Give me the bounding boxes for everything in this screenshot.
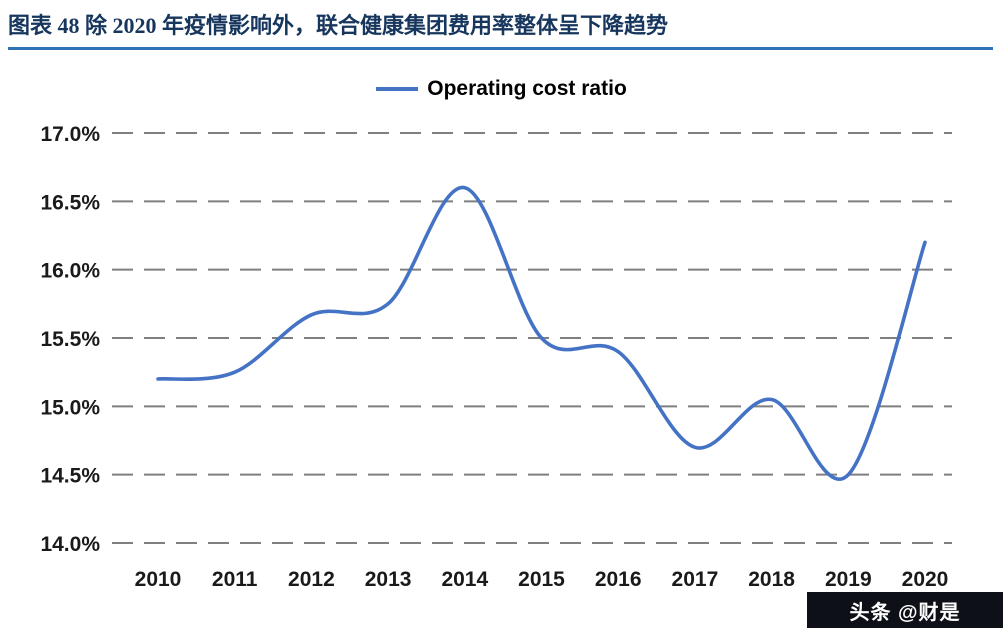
watermark-badge: 头条 @财是 bbox=[807, 592, 1003, 628]
x-axis-label: 2015 bbox=[518, 568, 565, 591]
x-axis-label: 2013 bbox=[365, 568, 412, 591]
title-underline bbox=[8, 47, 993, 50]
chart-legend: Operating cost ratio bbox=[0, 76, 1003, 102]
x-axis-label: 2012 bbox=[288, 568, 335, 591]
y-axis-label: 15.0% bbox=[40, 396, 100, 419]
legend-line-swatch bbox=[376, 87, 419, 91]
y-axis-label: 16.0% bbox=[40, 260, 100, 283]
x-axis-label: 2016 bbox=[595, 568, 642, 591]
y-axis-label: 16.5% bbox=[40, 191, 100, 214]
series-line-operating-cost-ratio bbox=[156, 185, 927, 481]
y-axis-label: 14.5% bbox=[40, 465, 100, 488]
y-axis-label: 15.5% bbox=[40, 328, 100, 351]
x-axis-label: 2017 bbox=[672, 568, 719, 591]
chart-canvas: 14.0% 14.5% 15.0% 15.5% 16.0% 16.5% 17.0% 2010 2… bbox=[40, 123, 952, 591]
x-axis-label: 2019 bbox=[825, 568, 872, 591]
x-axis-label: 2010 bbox=[135, 568, 182, 591]
figure-title: 图表 48 除 2020 年疫情影响外，联合健康集团费用率整体呈下降趋势 bbox=[8, 13, 669, 38]
legend-label: Operating cost ratio bbox=[427, 77, 627, 100]
x-axis-label: 2014 bbox=[441, 568, 488, 591]
y-axis-label: 14.0% bbox=[40, 533, 100, 556]
x-axis-label: 2020 bbox=[902, 568, 949, 591]
figure-caption-bar: 图表 48 除 2020 年疫情影响外，联合健康集团费用率整体呈下降趋势 bbox=[0, 0, 1003, 50]
y-axis-label: 17.0% bbox=[40, 123, 100, 146]
x-axis-label: 2011 bbox=[212, 568, 258, 591]
x-axis-label: 2018 bbox=[748, 568, 795, 591]
